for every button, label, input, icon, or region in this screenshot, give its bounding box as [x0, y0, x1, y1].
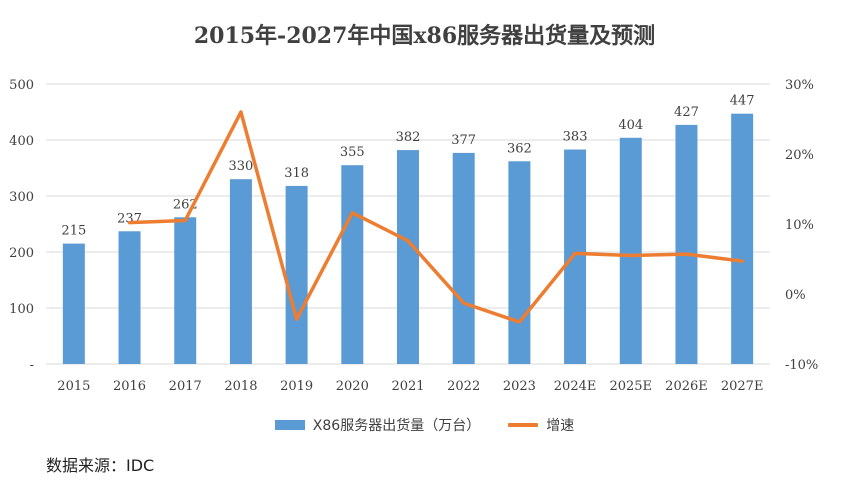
bar	[118, 231, 141, 364]
legend-swatch-bar	[274, 420, 305, 430]
chart-title: 2015年-2027年中国x86服务器出货量及预测	[193, 23, 656, 49]
left-axis-tick-label: -	[30, 358, 34, 373]
legend-item-growth: 增速	[508, 415, 574, 435]
x-axis-tick-label: 2026E	[665, 379, 708, 394]
bar-data-label: 447	[730, 94, 755, 109]
x-axis-tick-label: 2018	[224, 379, 257, 394]
right-axis-tick-label: 0%	[785, 288, 806, 303]
bar	[285, 185, 308, 364]
bar-data-label: 330	[229, 159, 254, 174]
bar	[731, 113, 754, 365]
bar-data-label: 215	[61, 224, 86, 239]
right-axis-tick-label: -10%	[785, 358, 818, 373]
bar-data-label: 318	[284, 166, 309, 181]
bar	[174, 217, 197, 364]
bar-data-label: 377	[451, 133, 476, 148]
x-axis-tick-label: 2016	[113, 379, 146, 394]
left-axis-tick-label: 400	[9, 134, 34, 149]
x-axis-tick-label: 2020	[336, 379, 369, 394]
bar-data-label: 404	[618, 118, 643, 133]
bar	[564, 149, 587, 364]
legend: X86服务器出货量（万台） 增速	[0, 415, 849, 435]
legend-label-growth: 增速	[546, 418, 575, 434]
x-axis-tick-label: 2015	[57, 379, 90, 394]
bar-data-label: 362	[507, 141, 532, 156]
x-axis-tick-label: 2025E	[609, 379, 652, 394]
x-axis-tick-label: 2022	[447, 379, 480, 394]
left-axis-tick-label: 500	[9, 78, 34, 93]
left-axis-tick-label: 300	[9, 190, 34, 205]
bar	[229, 179, 252, 364]
bar-data-label: 427	[674, 105, 699, 120]
bar	[397, 150, 419, 364]
bar	[341, 165, 364, 364]
bar-data-label: 382	[396, 130, 421, 145]
x-axis-tick-label: 2024E	[554, 379, 597, 394]
legend-item-shipments: X86服务器出货量（万台）	[274, 415, 481, 435]
bar-data-label: 383	[563, 130, 588, 145]
right-axis-tick-label: 20%	[785, 148, 814, 163]
right-axis-tick-label: 10%	[785, 218, 814, 233]
bar	[452, 152, 475, 364]
right-axis-tick-label: 30%	[785, 78, 814, 93]
bar	[508, 161, 531, 364]
x-axis-tick-label: 2021	[391, 379, 424, 394]
left-axis-tick-label: 100	[9, 302, 34, 317]
left-axis-tick-label: 200	[9, 246, 34, 261]
bar	[619, 137, 642, 364]
bar	[675, 124, 698, 364]
x-axis-tick-label: 2027E	[721, 379, 764, 394]
x-axis-tick-label: 2017	[169, 379, 202, 394]
x-axis-tick-label: 2019	[280, 379, 313, 394]
x-axis-tick-label: 2023	[503, 379, 536, 394]
legend-label-shipments: X86服务器出货量（万台）	[312, 418, 481, 434]
axis-ticks: - 100 200 300 400 500 -10% 0% 10% 20% 30% 2015 2016 2…	[9, 78, 818, 394]
bar-data-label: 355	[340, 145, 365, 160]
source-note: 数据来源：IDC	[46, 456, 155, 475]
bar	[62, 243, 85, 364]
growth-line-series	[127, 110, 744, 324]
growth-line	[127, 110, 744, 324]
legend-swatch-line	[508, 423, 539, 427]
